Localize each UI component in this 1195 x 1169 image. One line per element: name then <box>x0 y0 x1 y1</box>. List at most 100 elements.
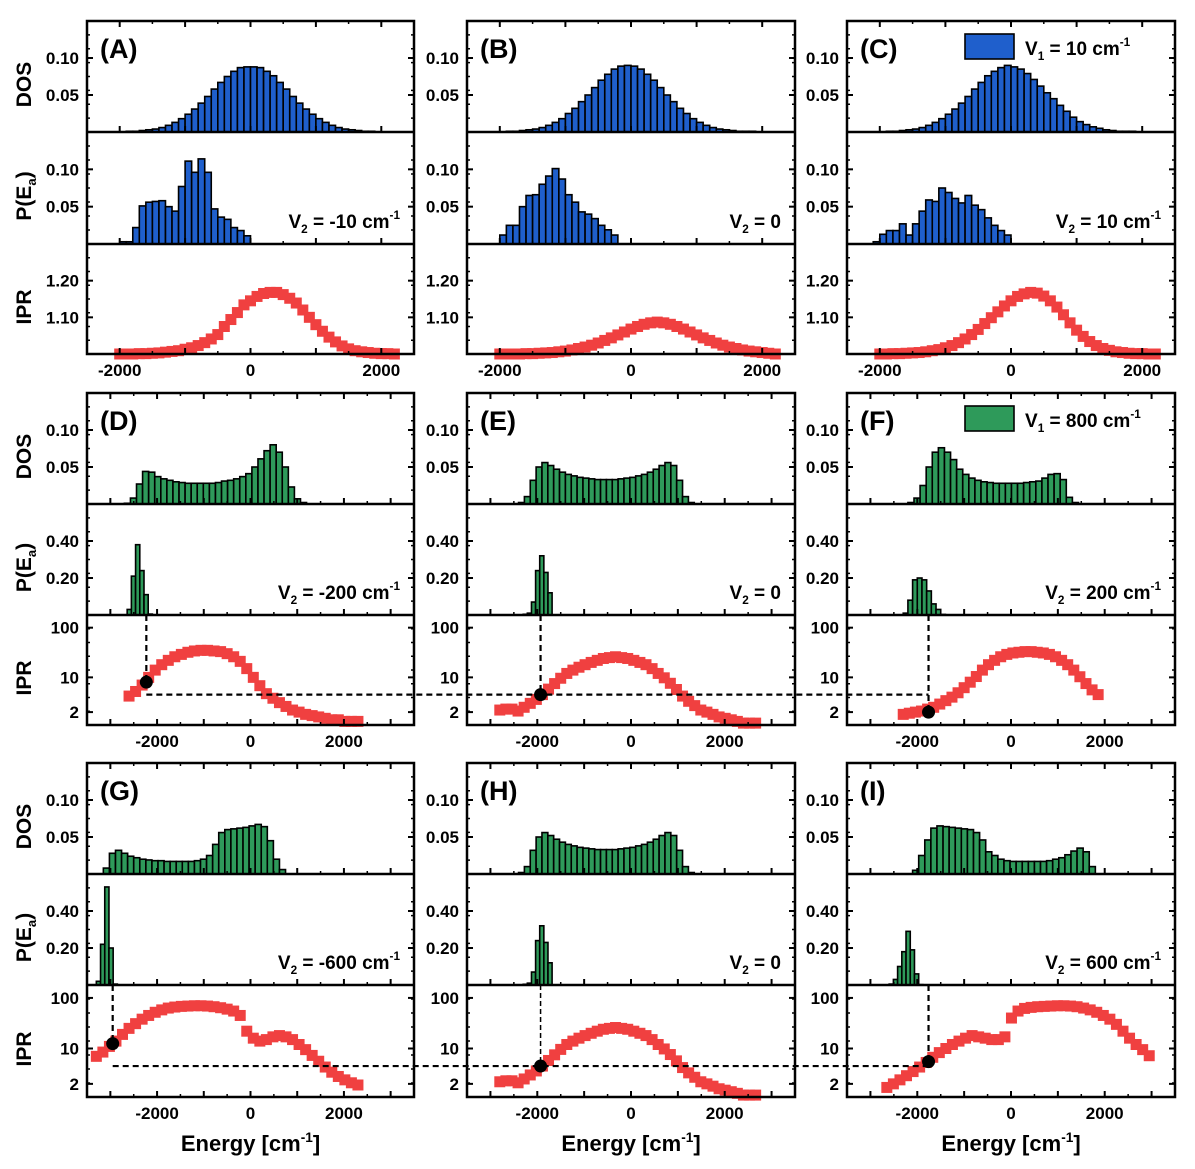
dos-bar <box>169 860 178 875</box>
dos-bar <box>197 102 206 133</box>
y-tick-label: 0.10 <box>426 791 459 810</box>
ipr-point <box>605 332 617 344</box>
dos-bar <box>1062 110 1071 133</box>
dos-bar <box>254 823 263 875</box>
ipr-point <box>162 1002 174 1014</box>
guides-layer <box>106 615 936 1073</box>
ipr-point <box>332 714 344 726</box>
ipr-point <box>603 652 615 664</box>
dos-bar <box>1056 104 1065 133</box>
dos-bar <box>611 848 619 875</box>
subplot-d: -2000 0 2000 0.05 0.10 0.20 0.40 2 10 100 (D) V2 = … <box>13 391 416 751</box>
ipr-point <box>215 1002 227 1014</box>
ipr-point <box>1005 1012 1017 1024</box>
ipr-point <box>1019 646 1031 658</box>
pea-bar <box>223 218 232 245</box>
panel-letter: (H) <box>480 776 517 806</box>
ipr-point <box>1056 654 1068 666</box>
dos-bar <box>605 478 614 505</box>
dos-bar <box>640 473 649 505</box>
y-tick-label: 0.10 <box>806 49 839 68</box>
ipr-point <box>658 317 670 329</box>
subplot-f: -2000 0 2000 0.05 0.10 0.20 0.40 2 10 100 (F) V2 = … <box>806 391 1177 751</box>
ipr-point <box>646 1034 658 1046</box>
ipr-point <box>234 1009 246 1021</box>
labels-layer: Energy [cm-1] Energy [cm-1] Energy [cm-1] <box>181 1130 1081 1156</box>
dos-bar <box>670 464 678 505</box>
ipr-point <box>953 337 965 349</box>
dos-bar <box>605 848 614 875</box>
panel-letter: (I) <box>860 776 885 806</box>
dos-bar <box>205 854 214 875</box>
ipr-point <box>689 700 701 712</box>
legend-swatch <box>964 405 1015 432</box>
ipr-point <box>300 708 312 720</box>
ipr-point <box>494 704 506 716</box>
dos-bar <box>243 66 252 133</box>
ipr-point <box>290 297 302 309</box>
subplot-frame <box>465 391 797 727</box>
dos-bar <box>662 94 672 133</box>
ipr-point <box>561 667 573 679</box>
y-tick-label: 1.20 <box>806 272 839 291</box>
dos-bar <box>230 828 238 875</box>
ipr-point <box>1078 1002 1090 1014</box>
dos-bar <box>214 481 223 505</box>
dos-bar <box>1003 859 1011 875</box>
ipr-point <box>750 346 762 358</box>
ipr-point <box>264 286 276 298</box>
pea-bar <box>603 229 613 245</box>
dos-bar <box>646 841 655 875</box>
ipr-point <box>1077 330 1089 342</box>
dos-bar <box>541 461 549 505</box>
y-tick-label: 100 <box>51 619 79 638</box>
ipr-point <box>638 318 650 330</box>
dos-bar <box>634 845 643 875</box>
ipr-point <box>1018 288 1030 300</box>
ipr-point <box>143 1009 155 1021</box>
ipr-point <box>986 1034 998 1046</box>
dos-bar <box>617 65 626 133</box>
x-tick-label: 2000 <box>1123 361 1161 380</box>
ipr-point <box>731 715 743 727</box>
ipr-point <box>744 1089 756 1101</box>
dos-bar <box>951 108 960 133</box>
ipr-point <box>628 1025 640 1037</box>
pea-bar <box>131 226 141 245</box>
dos-bar <box>558 471 567 505</box>
dos-bar <box>984 850 993 875</box>
v2-annotation: V2 = 0 <box>730 583 781 607</box>
dos-bar <box>160 478 168 505</box>
y-axis-label-dos: DOS <box>13 434 36 480</box>
dos-bar <box>190 108 199 133</box>
dos-bar <box>949 458 958 505</box>
dos-bar <box>281 466 290 505</box>
ipr-point <box>546 347 558 359</box>
dos-bar <box>1082 850 1091 875</box>
y-tick-label: 2 <box>830 703 839 722</box>
y-axis-label-pea: P(Ea) <box>13 171 39 220</box>
y-tick-label: 100 <box>51 989 79 1008</box>
ipr-point <box>966 1030 978 1042</box>
ipr-point <box>549 1049 561 1061</box>
x-tick-label: -2000 <box>896 1104 939 1123</box>
subplot-a: -2000 0 2000 0.05 0.10 0.05 0.10 1.10 1.20 (A) V2 … <box>13 19 416 380</box>
dos-bar <box>978 839 987 875</box>
ipr-point <box>1051 301 1063 313</box>
pea-bar <box>983 217 993 245</box>
ipr-point <box>1071 324 1083 336</box>
dos-bar <box>208 482 217 505</box>
ipr-point <box>913 347 925 359</box>
dos-bar <box>658 834 666 875</box>
dos-bar <box>1015 860 1024 875</box>
ipr-point <box>634 1027 646 1039</box>
dos-bar <box>646 471 655 505</box>
ipr-point <box>634 656 646 668</box>
dos-bar <box>302 108 311 133</box>
dos-bar <box>223 75 232 133</box>
v2-annotation: V2 = 0 <box>730 212 781 236</box>
ipr-point <box>750 1089 762 1101</box>
y-tick-label: 0.10 <box>426 160 459 179</box>
x-tick-label: 2000 <box>706 732 744 751</box>
